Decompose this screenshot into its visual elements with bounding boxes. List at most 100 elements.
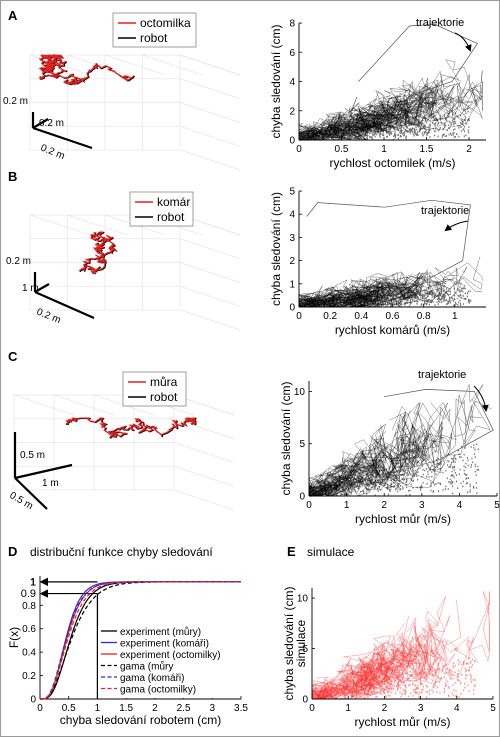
x-tick-label: 5 (494, 500, 500, 511)
y-axis-label-b: chyba sledování (cm) (269, 192, 283, 306)
grid-line (67, 214, 128, 236)
legend-a-fly: octomilka (140, 16, 191, 30)
legend-b-robot: robot (157, 210, 185, 224)
grid-line (179, 78, 241, 100)
scatter-dense-b (299, 284, 472, 308)
legend-c-fly: můra (150, 375, 178, 389)
x-tick-label: 2 (382, 703, 388, 714)
scale-label-b-vertical: 0.2 m (6, 256, 31, 267)
cdf-series-line (40, 581, 241, 700)
x-tick-label: 0.2 (323, 311, 337, 322)
scale-label-c-vertical: 0.5 m (20, 450, 45, 461)
grid-line (179, 102, 241, 123)
grid-line (173, 465, 235, 487)
grid-line (179, 125, 241, 147)
x-axis-label-a: rychlost octomilek (m/s) (329, 156, 455, 170)
scatter-c: 0 1 2 3 4 5 0 5 10 rychlost můr (m/s) chyba sledov… (279, 381, 500, 526)
level-label: 0.9 (21, 588, 36, 600)
y-tick-label: 0.2 (22, 671, 36, 682)
x-tick-label: 1.5 (119, 703, 133, 714)
x-axis-label-b: rychlost komárů (m/s) (335, 323, 450, 337)
scale-label-a-horizontal: 0.2 m (39, 143, 66, 163)
grid-line (173, 489, 235, 511)
panel-letter-e: E (287, 544, 296, 559)
panel-letter-a: A (8, 8, 18, 23)
scatter-a: 0 0.5 1 1.5 2 0 2 4 6 8 rychlost octomilek (m/s) ch… (269, 19, 486, 170)
x-tick-label: 0.5 (335, 144, 349, 155)
trajectory-3d-c (13, 394, 235, 511)
y-axis-label-e: chyba sledování (cm) (282, 586, 296, 700)
fly-path-b (78, 231, 118, 274)
x-tick-label: 0 (309, 703, 315, 714)
grid-line (173, 442, 235, 463)
panel-letter-c: C (8, 349, 18, 364)
x-tick-label: 0 (296, 311, 302, 322)
scatter-strands-c (308, 384, 492, 497)
y-tick-label: 4 (289, 210, 295, 221)
y-axis-label2-e: simulace (294, 620, 308, 668)
grid-line (179, 309, 241, 331)
legend-b: komár robot (129, 191, 194, 227)
y-tick-label: 0.8 (22, 601, 36, 612)
grid-line (29, 214, 91, 236)
trajectory-line-b (306, 199, 471, 282)
legend-d-label: experiment (můry) (120, 626, 201, 638)
y-tick-label: 4 (289, 77, 295, 88)
legend-a-robot: robot (140, 31, 168, 45)
fly-path-c (64, 417, 197, 439)
x-tick-label: 3 (418, 703, 424, 714)
legend-c-robot: robot (150, 390, 178, 404)
y-axis-label-d: F(x) (7, 627, 21, 648)
trajectory-3d-b (29, 214, 241, 331)
y-tick-label: 0.4 (22, 648, 36, 659)
panel-letter-d: D (8, 544, 17, 559)
x-tick-label: 0 (37, 703, 43, 714)
scatter-strands-e (311, 591, 490, 700)
legend-a: octomilka robot (112, 12, 197, 48)
y-tick-label: 5 (302, 644, 308, 655)
grid-line (104, 54, 166, 76)
grid-line (179, 285, 241, 307)
legend-b-fly: komár (157, 195, 190, 209)
y-tick-label: 0 (289, 136, 295, 147)
scale-bars-a (31, 112, 93, 150)
fly-path-a (38, 53, 135, 86)
legend-d-label: gama (můry (120, 661, 173, 673)
legend-d-label: gama (komáři) (120, 673, 184, 684)
scatter-dense-a (299, 108, 470, 141)
panel-letter-b: B (8, 169, 17, 184)
y-tick-label: 6 (289, 48, 295, 59)
scatter-cloud-a (298, 59, 483, 141)
y-tick-label: 2 (289, 256, 295, 267)
trajectory-label-a: trajektorie (416, 17, 464, 29)
grid-line (53, 394, 115, 416)
scatter-cloud-b (298, 256, 483, 308)
x-tick-label: 2 (466, 144, 472, 155)
x-tick-label: 0.5 (62, 703, 76, 714)
panel-title-d: distribuční funkce chyby sledování (30, 545, 213, 559)
grid-line (179, 54, 241, 76)
y-tick-label: 3 (289, 233, 295, 244)
y-tick-label: 5 (289, 187, 295, 198)
level-label: 1 (30, 576, 36, 588)
x-tick-label: 3 (419, 500, 425, 511)
scatter-e: 0 1 2 3 4 5 0 5 10 rychlost můr (m/s) chyba sledov… (282, 586, 496, 729)
x-tick-label: 2.5 (177, 703, 191, 714)
x-axis-label-e: rychlost můr (m/s) (355, 715, 451, 729)
x-axis-label-c: rychlost můr (m/s) (355, 512, 451, 526)
scale-label-c-depth: 1 m (42, 478, 59, 489)
y-tick-label: 2 (289, 106, 295, 117)
legend-d-label: experiment (komáři) (120, 639, 209, 650)
trajectory-arrow-b (444, 220, 469, 232)
x-tick-label: 1 (95, 703, 101, 714)
x-tick-label: 0.6 (386, 311, 400, 322)
x-tick-label: 0.4 (354, 311, 368, 322)
trajectory-3d-a (29, 53, 241, 171)
x-tick-label: 1 (452, 311, 458, 322)
legend-d-label: gama (octomilky) (120, 685, 196, 696)
grid-line (142, 54, 203, 76)
grid-line (179, 262, 241, 283)
scale-label-b-depth: 1 m (22, 283, 39, 294)
y-tick-label: 10 (297, 594, 309, 605)
